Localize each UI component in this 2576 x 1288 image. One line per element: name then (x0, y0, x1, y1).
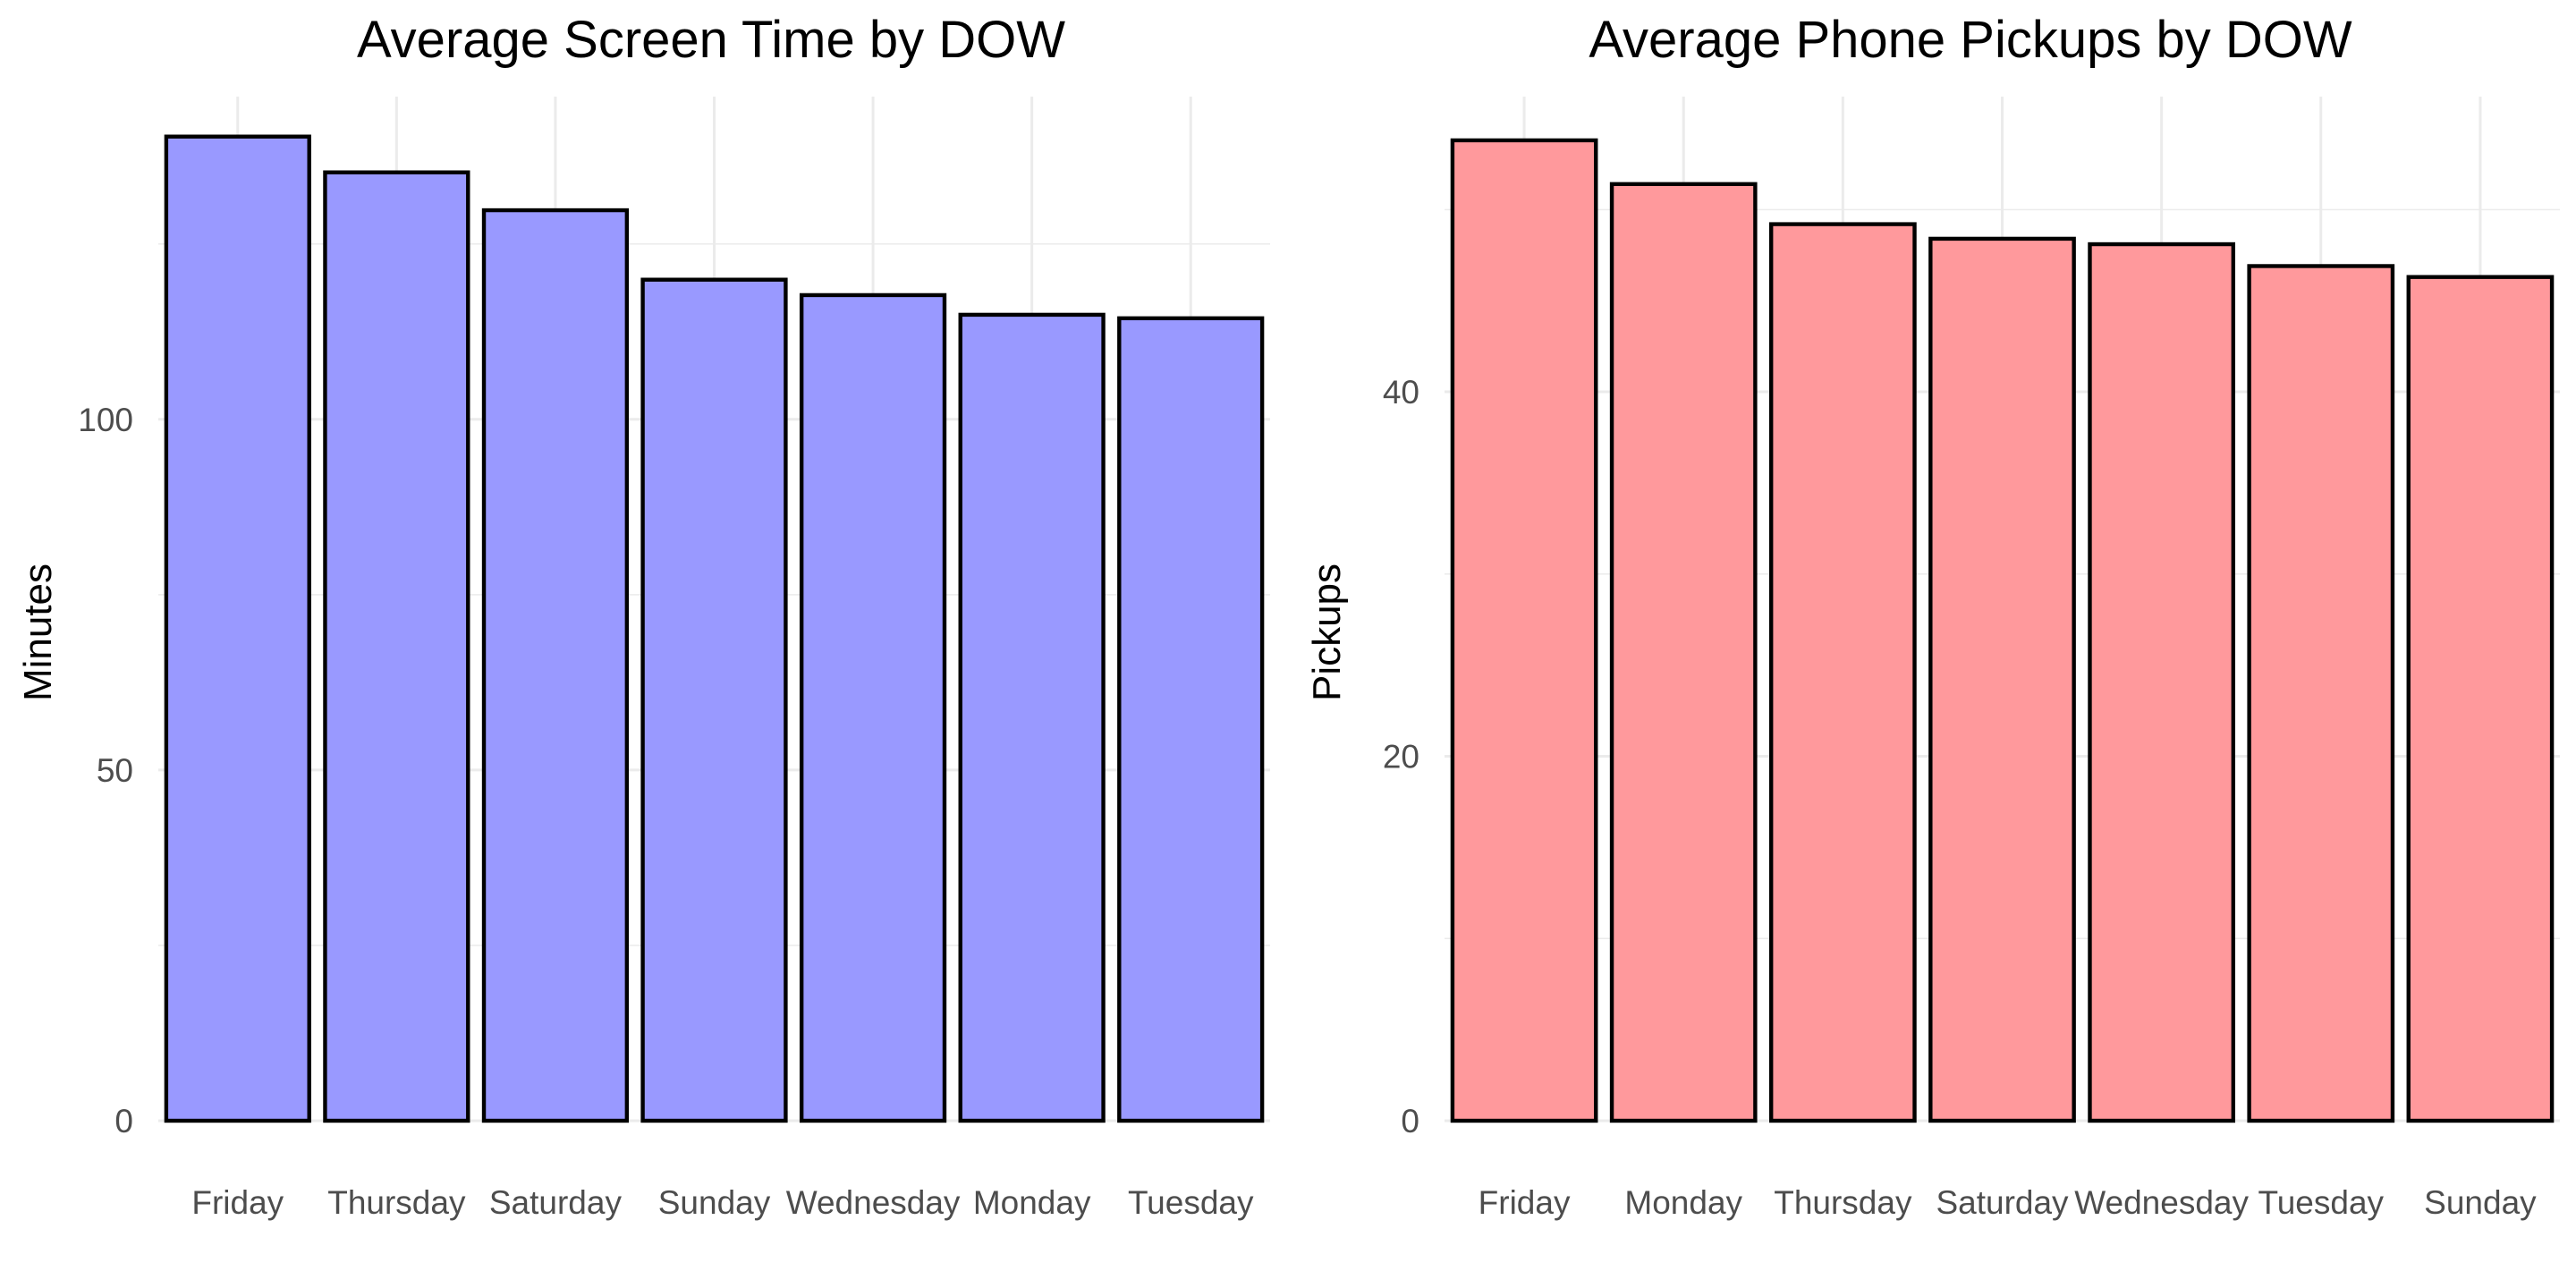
phone-pickups-bar-friday (1450, 138, 1598, 1123)
screen-time-bar-wednesday (799, 292, 947, 1123)
phone-pickups-x-tick-label: Sunday (2424, 1184, 2537, 1221)
phone-pickups-x-tick-label: Tuesday (2258, 1184, 2385, 1221)
screen-time-bar-thursday (323, 170, 470, 1123)
phone-pickups-x-tick-label: Monday (1624, 1184, 1742, 1221)
phone-pickups-bar-thursday (1768, 222, 1917, 1123)
phone-pickups-y-tick-label: 40 (1383, 374, 1419, 411)
phone-pickups-x-tick-label: Friday (1479, 1184, 1571, 1221)
screen-time-chart: Average Screen Time by DOW Minutes 0 50 10… (16, 11, 1270, 1221)
screen-time-bar-monday (958, 312, 1106, 1123)
phone-pickups-x-tick-label: Wednesday (2074, 1184, 2249, 1221)
phone-pickups-chart-title: Average Phone Pickups by DOW (1589, 11, 2351, 69)
screen-time-x-ticks: Friday Thursday Saturday Sunday Wednesday Mon… (191, 1184, 1254, 1221)
phone-pickups-x-tick-label: Saturday (1936, 1184, 2069, 1221)
phone-pickups-bar-monday (1609, 182, 1758, 1123)
screen-time-bar-friday (164, 134, 311, 1123)
phone-pickups-y-ticks: 0 20 40 (1383, 374, 1419, 1140)
phone-pickups-bar-tuesday (2247, 264, 2395, 1123)
phone-pickups-x-tick-label: Thursday (1774, 1184, 1912, 1221)
screen-time-x-tick-label: Friday (191, 1184, 284, 1221)
phone-pickups-bar-saturday (1928, 236, 2076, 1123)
screen-time-y-ticks: 0 50 100 (78, 402, 133, 1140)
phone-pickups-bar-wednesday (2088, 242, 2236, 1123)
phone-pickups-x-ticks: Friday Monday Thursday Saturday Wednesday Tue… (1479, 1184, 2538, 1221)
screen-time-y-axis-title: Minutes (16, 564, 60, 701)
phone-pickups-y-tick-label: 0 (1401, 1103, 1419, 1140)
screen-time-bars (164, 134, 1265, 1123)
screen-time-x-tick-label: Saturday (489, 1184, 623, 1221)
screen-time-bar-sunday (640, 277, 788, 1123)
screen-time-y-tick-label: 50 (97, 752, 133, 789)
screen-time-bar-tuesday (1117, 316, 1265, 1123)
phone-pickups-y-tick-label: 20 (1383, 739, 1419, 775)
phone-pickups-y-axis-title: Pickups (1305, 564, 1349, 701)
screen-time-x-tick-label: Monday (973, 1184, 1091, 1221)
phone-pickups-chart: Average Phone Pickups by DOW Pickups 0 20… (1305, 11, 2560, 1221)
phone-pickups-bars (1450, 138, 2555, 1123)
screen-time-bar-saturday (481, 208, 630, 1123)
screen-time-x-tick-label: Wednesday (786, 1184, 961, 1221)
screen-time-chart-title: Average Screen Time by DOW (357, 11, 1065, 69)
phone-pickups-bar-sunday (2406, 275, 2555, 1123)
screen-time-x-tick-label: Thursday (327, 1184, 466, 1221)
screen-time-x-tick-label: Tuesday (1128, 1184, 1254, 1221)
screen-time-x-tick-label: Sunday (658, 1184, 771, 1221)
screen-time-y-tick-label: 0 (114, 1103, 133, 1140)
screen-time-y-tick-label: 100 (78, 402, 133, 438)
